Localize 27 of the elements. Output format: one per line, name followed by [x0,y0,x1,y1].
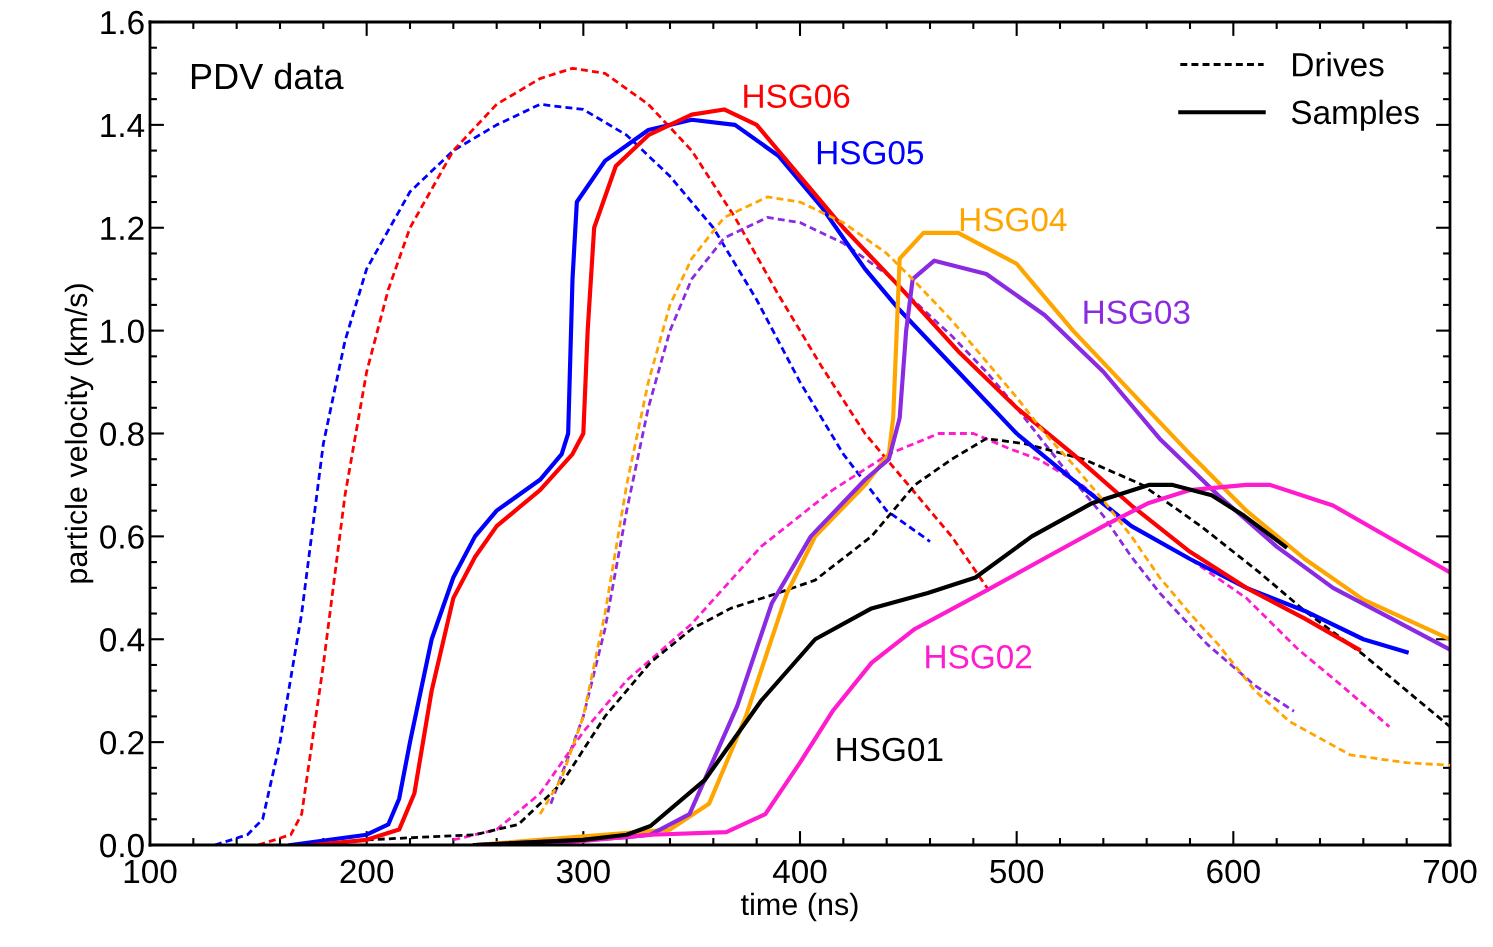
y-axis-title: particle velocity (km/s) [64,284,94,583]
y-tick-label: 0.6 [100,525,144,549]
x-tick-label: 200 [340,859,394,884]
y-tick-label: 0.8 [100,422,144,446]
y-tick-label: 1.4 [101,114,145,137]
y-tick-label: 0.4 [100,628,145,652]
x-tick-label: 400 [772,859,827,884]
x-tick-label: 600 [1207,859,1260,884]
series-label: HSG04 [960,207,1067,232]
series-label: HSG06 [744,84,850,108]
text: HSG01 [837,737,943,762]
x-tick-label: 100 [124,859,177,884]
y-tick-label: 1.0 [101,319,144,344]
series-label: HSG02 [926,645,1032,669]
annotation: Samples [1291,99,1419,131]
annotation: Drives [1293,52,1384,77]
y-tick-label: 0.2 [100,730,144,755]
y-tick-label: 0.0 [100,833,144,858]
series-label: HSG05 [817,140,924,165]
x-tick-label: 700 [1423,859,1477,884]
x-tick-label: 500 [990,859,1044,884]
annotation: PDV data [191,62,344,90]
x-axis-title: time (ns) [741,892,858,922]
series-label: HSG03 [1084,300,1190,325]
y-tick-label: 1.2 [101,216,144,240]
y-tick-label: 1.6 [101,10,144,35]
x-tick-label: 300 [556,859,610,884]
